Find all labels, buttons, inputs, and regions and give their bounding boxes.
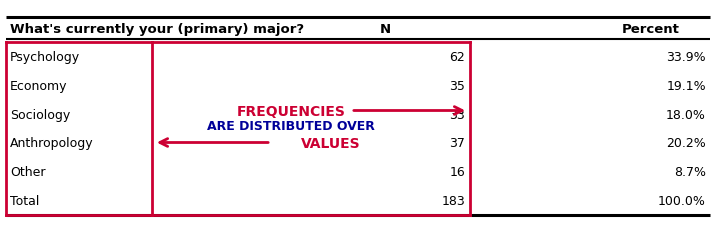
Text: 19.1%: 19.1%: [667, 79, 706, 92]
Text: 62: 62: [449, 51, 465, 64]
Text: 183: 183: [441, 194, 465, 207]
Text: 18.0%: 18.0%: [666, 108, 706, 121]
Text: Total: Total: [10, 194, 40, 207]
Text: 35: 35: [449, 79, 465, 92]
Text: N: N: [379, 22, 390, 35]
Text: Psychology: Psychology: [10, 51, 80, 64]
Text: Economy: Economy: [10, 79, 68, 92]
Text: 100.0%: 100.0%: [658, 194, 706, 207]
Text: 20.2%: 20.2%: [666, 137, 706, 150]
Text: What's currently your (primary) major?: What's currently your (primary) major?: [10, 22, 304, 35]
Text: VALUES: VALUES: [301, 136, 361, 150]
Text: Sociology: Sociology: [10, 108, 71, 121]
Text: ARE DISTRIBUTED OVER: ARE DISTRIBUTED OVER: [207, 119, 375, 132]
Text: 8.7%: 8.7%: [674, 165, 706, 178]
Text: Percent: Percent: [622, 22, 680, 35]
Text: 16: 16: [449, 165, 465, 178]
Text: Other: Other: [10, 165, 45, 178]
Text: 33.9%: 33.9%: [667, 51, 706, 64]
Text: FREQUENCIES: FREQUENCIES: [237, 104, 346, 118]
Text: 37: 37: [449, 137, 465, 150]
Text: Anthropology: Anthropology: [10, 137, 94, 150]
Text: 33: 33: [449, 108, 465, 121]
